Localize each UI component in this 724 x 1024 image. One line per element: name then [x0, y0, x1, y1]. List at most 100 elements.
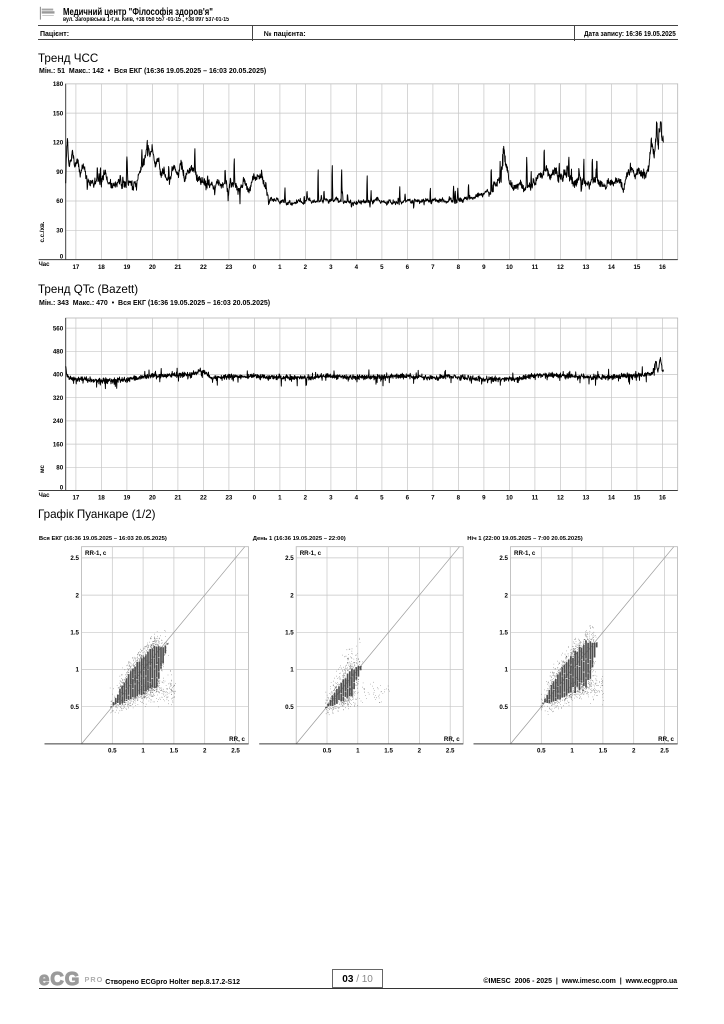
svg-text:5: 5: [380, 495, 384, 502]
svg-text:11: 11: [532, 264, 539, 271]
svg-text:1: 1: [76, 667, 80, 674]
svg-text:2: 2: [505, 592, 509, 599]
svg-text:3: 3: [329, 495, 333, 502]
svg-text:560: 560: [53, 325, 64, 332]
svg-text:10: 10: [506, 495, 513, 502]
svg-text:14: 14: [608, 264, 615, 271]
svg-text:1: 1: [356, 748, 360, 755]
svg-text:11: 11: [532, 495, 539, 502]
svg-text:4: 4: [355, 495, 359, 502]
svg-text:9: 9: [482, 264, 486, 271]
svg-text:12: 12: [557, 495, 564, 502]
svg-text:17: 17: [72, 264, 79, 271]
svg-text:320: 320: [53, 395, 64, 402]
svg-text:9: 9: [482, 495, 486, 502]
svg-text:4: 4: [355, 264, 359, 271]
svg-text:18: 18: [98, 264, 105, 271]
svg-text:80: 80: [56, 465, 63, 472]
svg-text:19: 19: [123, 264, 130, 271]
svg-text:1: 1: [290, 667, 294, 674]
svg-text:160: 160: [53, 441, 64, 448]
svg-text:30: 30: [56, 228, 63, 235]
svg-text:2: 2: [418, 748, 422, 755]
svg-text:60: 60: [56, 198, 63, 205]
svg-text:2.5: 2.5: [499, 555, 508, 562]
svg-text:с.с./хв.: с.с./хв.: [39, 221, 46, 242]
svg-text:1: 1: [141, 748, 145, 755]
svg-text:15: 15: [633, 264, 640, 271]
svg-text:22: 22: [200, 264, 207, 271]
svg-text:22: 22: [200, 495, 207, 502]
svg-text:0.5: 0.5: [70, 704, 79, 711]
svg-text:RR, с: RR, с: [229, 736, 245, 743]
svg-text:2: 2: [76, 592, 80, 599]
svg-text:RR, с: RR, с: [658, 736, 674, 743]
svg-text:Час: Час: [39, 493, 51, 499]
svg-text:3: 3: [329, 264, 333, 271]
svg-text:1.5: 1.5: [499, 630, 508, 637]
svg-text:13: 13: [582, 264, 589, 271]
svg-text:480: 480: [53, 349, 64, 356]
svg-text:6: 6: [406, 264, 410, 271]
svg-text:5: 5: [380, 264, 384, 271]
svg-text:6: 6: [406, 495, 410, 502]
svg-text:16: 16: [659, 264, 666, 271]
svg-text:20: 20: [149, 264, 156, 271]
svg-text:RR, с: RR, с: [444, 736, 460, 743]
svg-text:0.5: 0.5: [285, 704, 294, 711]
svg-text:8: 8: [457, 495, 461, 502]
svg-text:16: 16: [659, 495, 666, 502]
svg-text:0: 0: [60, 253, 64, 260]
svg-text:180: 180: [53, 81, 64, 88]
svg-text:1.5: 1.5: [170, 748, 179, 755]
svg-text:2: 2: [632, 748, 636, 755]
svg-text:2.5: 2.5: [660, 748, 669, 755]
svg-text:0: 0: [253, 264, 257, 271]
svg-text:RR-1, с: RR-1, с: [514, 550, 536, 557]
svg-text:21: 21: [174, 264, 181, 271]
svg-text:0.5: 0.5: [537, 748, 546, 755]
svg-text:12: 12: [557, 264, 564, 271]
svg-text:240: 240: [53, 418, 64, 425]
svg-text:мс: мс: [39, 464, 46, 472]
svg-text:2.5: 2.5: [231, 748, 240, 755]
svg-text:23: 23: [225, 495, 232, 502]
svg-text:400: 400: [53, 372, 64, 379]
svg-text:21: 21: [174, 495, 181, 502]
svg-text:1: 1: [505, 667, 509, 674]
svg-text:RR-1, с: RR-1, с: [300, 550, 322, 557]
svg-text:15: 15: [633, 495, 640, 502]
svg-text:1: 1: [278, 264, 282, 271]
svg-text:14: 14: [608, 495, 615, 502]
svg-text:2: 2: [203, 748, 207, 755]
svg-text:1.5: 1.5: [384, 748, 393, 755]
svg-text:17: 17: [72, 495, 79, 502]
svg-text:13: 13: [582, 495, 589, 502]
svg-text:1: 1: [278, 495, 282, 502]
svg-text:1.5: 1.5: [285, 630, 294, 637]
svg-text:0: 0: [253, 495, 257, 502]
svg-text:7: 7: [431, 495, 435, 502]
svg-text:1: 1: [570, 748, 574, 755]
svg-text:23: 23: [225, 264, 232, 271]
svg-text:2.5: 2.5: [446, 748, 455, 755]
svg-text:19: 19: [123, 495, 130, 502]
svg-text:2: 2: [290, 592, 294, 599]
svg-text:2: 2: [304, 495, 308, 502]
svg-text:2: 2: [304, 264, 308, 271]
svg-text:8: 8: [457, 264, 461, 271]
svg-text:0.5: 0.5: [108, 748, 117, 755]
svg-text:0.5: 0.5: [323, 748, 332, 755]
svg-text:1.5: 1.5: [599, 748, 608, 755]
svg-text:10: 10: [506, 264, 513, 271]
svg-text:90: 90: [56, 169, 63, 176]
svg-text:RR-1, с: RR-1, с: [85, 550, 107, 557]
svg-text:7: 7: [431, 264, 435, 271]
svg-text:0.5: 0.5: [499, 704, 508, 711]
svg-text:Час: Час: [39, 262, 51, 268]
svg-text:20: 20: [149, 495, 156, 502]
svg-text:150: 150: [53, 110, 64, 117]
svg-text:0: 0: [60, 484, 64, 491]
svg-text:18: 18: [98, 495, 105, 502]
svg-text:120: 120: [53, 140, 64, 147]
